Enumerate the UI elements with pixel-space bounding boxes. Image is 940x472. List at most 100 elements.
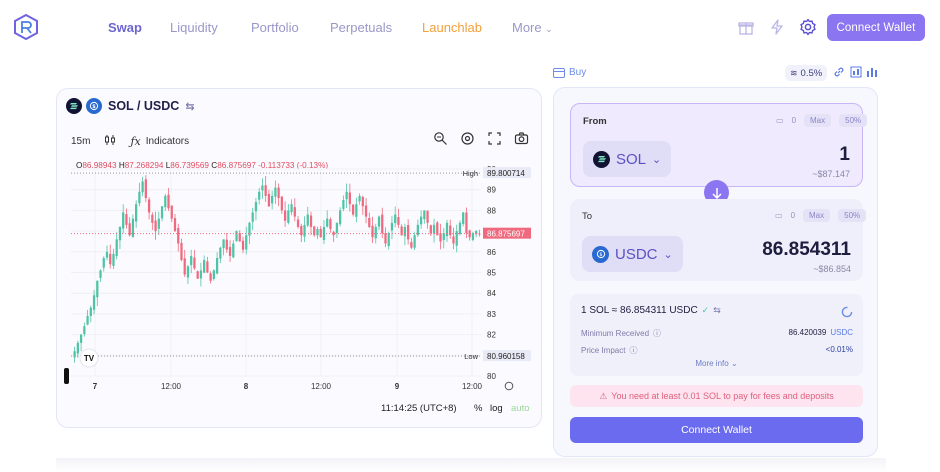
nav-portfolio[interactable]: Portfolio (251, 20, 299, 35)
more-info-toggle[interactable]: More info ⌄ (570, 359, 863, 368)
candle-body (468, 230, 471, 238)
candle-body (355, 204, 358, 217)
candle-body (196, 271, 199, 279)
candle-body (138, 191, 141, 204)
min-received-row: Minimum Received ⓘ (581, 328, 661, 339)
nav-more[interactable]: More ⌄ (512, 20, 553, 35)
candle-body (92, 295, 96, 310)
candle-body (293, 207, 296, 217)
to-token-selector[interactable]: $ USDC ⌄ (582, 236, 683, 272)
ohlc-close: 86.875697 (217, 161, 256, 170)
chart-panel: $ SOL / USDC ⇆ 15m ƒx Indicators O86.989… (56, 88, 542, 428)
candle-body (335, 222, 339, 234)
swap-rate-icon[interactable]: ⇆ (713, 305, 721, 315)
candle-body (445, 222, 449, 237)
candle-body (73, 351, 76, 358)
svg-text:$: $ (92, 104, 96, 110)
candle-body (225, 239, 228, 250)
price-chart[interactable]: 9089888786858483828180712:00812:00912:00… (57, 89, 543, 429)
candle-body (300, 225, 303, 236)
candle-body (258, 191, 261, 200)
candle-body (164, 195, 167, 208)
from-usd-value: ~$87.147 (812, 169, 850, 179)
candle-body (358, 195, 361, 202)
buy-link[interactable]: Buy (553, 67, 586, 78)
nav-liquidity[interactable]: Liquidity (170, 20, 218, 35)
ohlc-h-label: H (118, 161, 125, 170)
candle-body (219, 247, 222, 259)
chart-toggle-icon[interactable] (850, 66, 862, 78)
candle-body (309, 215, 313, 227)
slippage-icon: ≋ (790, 67, 798, 78)
connect-wallet-header-button[interactable]: Connect Wallet (827, 14, 925, 41)
swap-pair-icon[interactable]: ⇆ (185, 100, 195, 113)
from-half-button[interactable]: 50% (839, 114, 868, 127)
candle-body (462, 212, 465, 224)
ohlc-o-label: O (76, 161, 83, 170)
refresh-timer-icon[interactable] (841, 306, 853, 318)
lightning-icon[interactable] (768, 18, 786, 36)
candle-body (449, 225, 452, 236)
log-toggle[interactable]: log (490, 403, 503, 414)
candle-body (261, 185, 264, 191)
candle-body (471, 233, 475, 240)
x-tick-label: 7 (93, 382, 98, 391)
price-impact-label: Price Impact (581, 346, 626, 355)
last-price-value: 86.875697 (487, 230, 525, 239)
ohlc-l-label: L (165, 161, 171, 170)
function-icon: ƒx (130, 135, 141, 148)
bar-chart-icon[interactable] (866, 66, 878, 78)
from-token-selector[interactable]: SOL ⌄ (583, 141, 672, 177)
wallet-icon: ▭ (776, 116, 784, 125)
ohlc-c-label: C (211, 161, 218, 170)
candle-body (439, 233, 442, 242)
settings-icon[interactable] (460, 131, 475, 146)
slippage-button[interactable]: ≋ 0.5% (785, 65, 828, 81)
nav-launchlab[interactable]: Launchlab (422, 20, 482, 35)
pair-title[interactable]: $ SOL / USDC ⇆ (66, 98, 195, 114)
nav-perpetuals[interactable]: Perpetuals (330, 20, 393, 35)
candle-body (254, 202, 258, 212)
chart-tools (433, 131, 529, 146)
info-icon[interactable]: ⓘ (653, 329, 662, 338)
percent-toggle[interactable]: % (474, 403, 483, 414)
low-value: 80.960158 (487, 352, 525, 361)
candle-body (280, 196, 283, 211)
link-icon[interactable] (833, 66, 845, 78)
info-icon[interactable]: ⓘ (629, 346, 638, 355)
gear-icon[interactable] (799, 18, 817, 36)
interval-selector[interactable]: 15m (71, 136, 91, 147)
from-token-label: SOL (616, 150, 647, 168)
from-amount-input[interactable]: 1 (839, 144, 850, 165)
candle-body (348, 192, 351, 205)
fullscreen-icon[interactable] (487, 131, 502, 146)
to-half-button[interactable]: 50% (838, 209, 867, 222)
raydium-logo-icon[interactable] (13, 14, 39, 40)
to-balance: ▭ 0 Max 50% (775, 209, 867, 222)
candle-body (180, 242, 183, 261)
indicators-button[interactable]: ƒx Indicators (130, 135, 189, 148)
auto-toggle[interactable]: auto (511, 403, 530, 414)
candle-body (96, 280, 99, 298)
zoom-icon[interactable] (433, 131, 448, 146)
candle-body (235, 231, 238, 242)
candle-body (339, 210, 342, 225)
candle-body (397, 217, 400, 225)
x-tick-label: 12:00 (311, 382, 332, 391)
connect-wallet-button[interactable]: Connect Wallet (570, 417, 863, 443)
nav-swap[interactable]: Swap (108, 20, 142, 35)
camera-icon[interactable] (514, 131, 529, 146)
tradingview-logo (79, 348, 99, 368)
candle-type-icon[interactable] (104, 134, 116, 149)
y-tick-label: 80 (487, 372, 496, 381)
to-max-button[interactable]: Max (803, 209, 831, 222)
sol-token-icon (66, 98, 82, 114)
candle-body (390, 222, 394, 231)
candle-body (135, 204, 138, 222)
from-max-button[interactable]: Max (804, 114, 832, 127)
candle-body (410, 242, 413, 248)
candle-body (326, 218, 329, 227)
gift-icon[interactable] (737, 18, 755, 36)
candle-body (183, 258, 186, 275)
candle-body (167, 194, 170, 209)
